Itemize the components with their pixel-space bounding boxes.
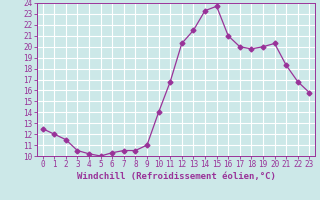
X-axis label: Windchill (Refroidissement éolien,°C): Windchill (Refroidissement éolien,°C): [76, 172, 276, 181]
